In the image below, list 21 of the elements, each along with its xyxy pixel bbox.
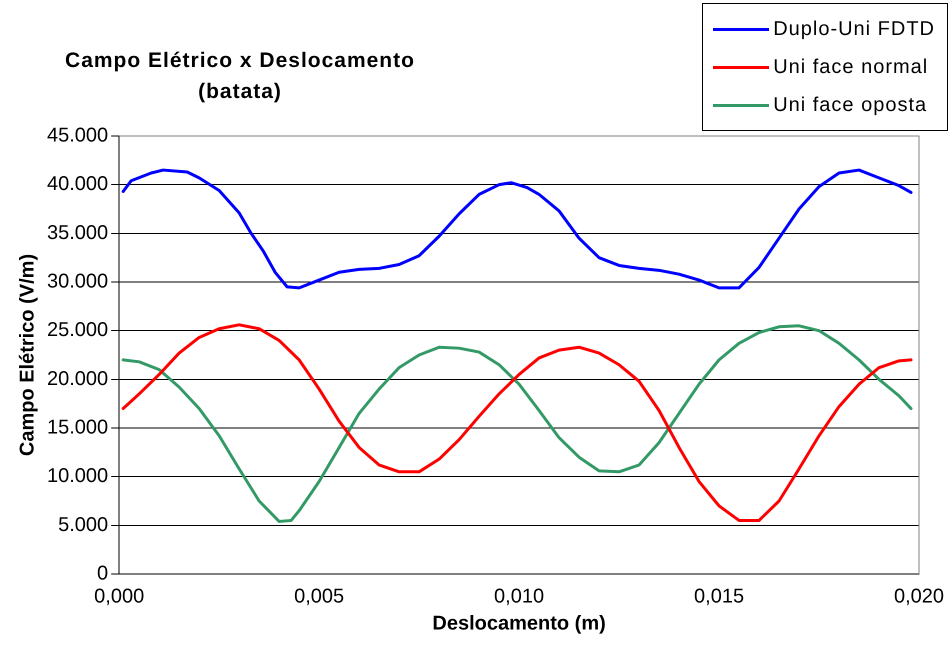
y-tick-label: 35.000 [47,222,108,244]
x-tick-label: 0,020 [894,586,944,608]
chart-title: Campo Elétrico x Deslocamento (batata) [64,48,416,105]
y-axis-title: Campo Elétrico (V/m) [16,254,39,456]
y-tick-label: 5.000 [58,514,108,536]
x-axis-title: Deslocamento (m) [432,612,606,635]
y-tick-label: 15.000 [47,416,108,439]
y-tick-label: 40.000 [47,173,108,196]
legend-label: Uni face oposta [773,94,928,116]
y-tick-label: 10.000 [47,465,108,488]
y-tick-label: 25.000 [47,319,108,342]
x-tick-label: 0,015 [694,586,744,608]
x-tick-label: 0,010 [494,586,544,608]
y-tick-label: 45.000 [47,124,108,147]
x-tick-label: 0,005 [294,586,344,608]
legend-label: Duplo-Uni FDTD [773,18,935,40]
x-tick-label: 0,000 [94,586,144,608]
legend-label: Uni face normal [773,56,928,78]
y-tick-label: 0 [97,562,108,585]
y-tick-label: 30.000 [47,270,108,293]
y-tick-label: 20.000 [47,368,108,390]
